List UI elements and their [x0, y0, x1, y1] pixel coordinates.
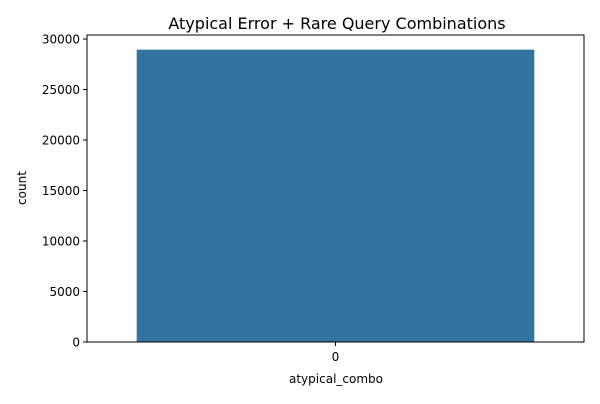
- y-axis: 0 5000 10000 15000 20000 25000 30000: [42, 33, 87, 350]
- x-tick-label: 0: [332, 350, 340, 364]
- x-axis: 0: [332, 342, 340, 364]
- y-axis-label: count: [15, 171, 29, 205]
- x-axis-label: atypical_combo: [289, 372, 383, 386]
- bar-0: [136, 49, 535, 342]
- chart-title: Atypical Error + Rare Query Combinations: [168, 14, 505, 33]
- y-tick-label: 0: [72, 336, 80, 350]
- plot-frame: [86, 34, 585, 343]
- y-tick-label: 30000: [42, 33, 80, 47]
- y-tick-label: 15000: [42, 184, 80, 198]
- y-tick-label: 10000: [42, 235, 80, 249]
- y-tick-label: 20000: [42, 134, 80, 148]
- y-tick-label: 25000: [42, 83, 80, 97]
- bars-layer: [136, 49, 535, 342]
- y-tick-label: 5000: [49, 285, 80, 299]
